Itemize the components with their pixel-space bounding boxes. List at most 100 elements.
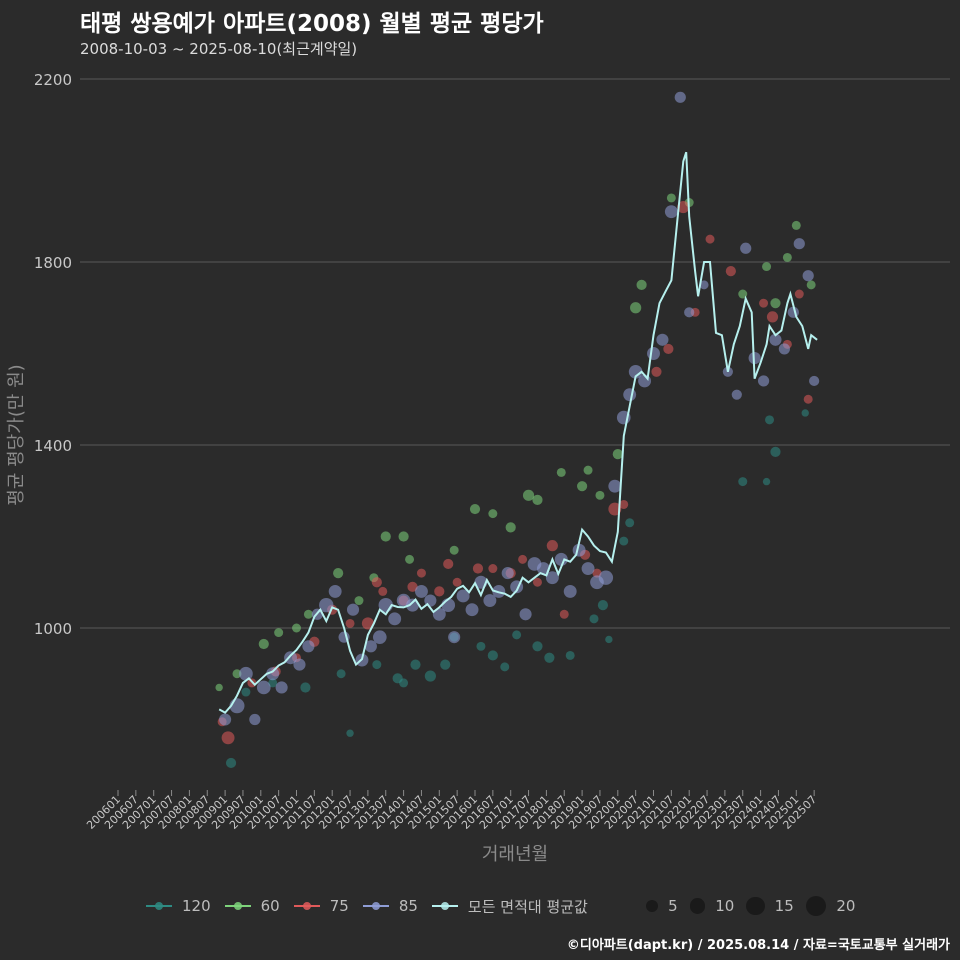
point-60 <box>532 494 543 505</box>
point-60 <box>577 481 588 492</box>
point-75 <box>452 577 462 587</box>
point-85 <box>256 680 271 695</box>
point-120 <box>597 600 609 611</box>
point-60 <box>333 568 344 579</box>
point-60 <box>636 279 647 290</box>
point-75 <box>472 563 484 574</box>
point-75 <box>677 201 690 214</box>
point-60 <box>303 609 313 619</box>
point-120 <box>440 659 451 670</box>
page-subtitle: 2008-10-03 ~ 2025-08-10(최근계약일) <box>80 40 358 58</box>
point-75 <box>434 586 445 597</box>
legend-swatch <box>146 896 172 916</box>
legend-swatch <box>293 896 320 916</box>
point-85 <box>346 603 360 616</box>
point-85 <box>302 640 315 653</box>
y-axis: 1000 1400 1800 2200 <box>34 71 72 638</box>
point-60 <box>666 193 676 203</box>
point-120 <box>738 477 748 487</box>
point-120 <box>500 662 510 672</box>
average-line <box>218 151 818 714</box>
legend-swatch <box>362 896 389 916</box>
point-120 <box>410 659 421 670</box>
point-75 <box>416 568 426 578</box>
point-60 <box>380 531 391 542</box>
legend-swatch <box>224 896 251 916</box>
point-120 <box>565 650 575 660</box>
point-85 <box>328 584 342 598</box>
point-85 <box>406 598 419 612</box>
legend-label: 75 <box>329 897 349 915</box>
point-120 <box>487 650 498 661</box>
point-120 <box>770 446 781 457</box>
point-85 <box>699 280 709 290</box>
point-60 <box>215 683 223 692</box>
legend-item: 75 <box>293 896 349 916</box>
point-85 <box>456 589 470 603</box>
size-legend-dot <box>805 895 827 917</box>
point-120 <box>619 536 629 546</box>
legend-label: 120 <box>182 897 211 915</box>
point-120 <box>765 415 775 425</box>
size-legend-label: 20 <box>836 897 856 915</box>
point-120 <box>512 630 522 640</box>
point-120 <box>241 687 251 697</box>
point-85 <box>501 567 514 580</box>
point-120 <box>605 635 613 644</box>
point-85 <box>448 631 461 644</box>
average-series-line <box>218 151 818 714</box>
point-120 <box>268 678 278 688</box>
point-85 <box>656 333 669 346</box>
point-60 <box>505 522 516 533</box>
point-75 <box>803 394 813 404</box>
point-75 <box>488 564 498 574</box>
point-60 <box>762 262 772 272</box>
legend-label: 60 <box>260 897 280 915</box>
grid-lines <box>80 78 950 629</box>
point-120 <box>372 660 382 670</box>
y-tick-label: 1000 <box>34 620 72 638</box>
size-legend-item: 20 <box>805 895 856 917</box>
point-120 <box>346 729 354 737</box>
point-120 <box>625 518 635 528</box>
point-85 <box>628 364 643 379</box>
point-85 <box>249 713 261 726</box>
y-tick-label: 1800 <box>34 254 72 272</box>
legend-item: 85 <box>362 896 418 916</box>
point-85 <box>545 571 559 585</box>
point-60 <box>583 465 593 475</box>
footer-credit: ©디아파트(dapt.kr) / 2025.08.14 / 자료=국토교통부 실… <box>566 938 950 953</box>
point-60 <box>258 638 269 650</box>
point-120 <box>336 669 346 679</box>
point-85 <box>519 608 532 621</box>
legend-series: 120 60 75 85 모든 면적대 평균값 <box>146 894 602 918</box>
point-120 <box>801 409 809 417</box>
point-85 <box>554 552 568 566</box>
point-120 <box>589 614 599 624</box>
point-60 <box>770 298 781 309</box>
point-85 <box>239 666 253 681</box>
point-60 <box>469 503 481 515</box>
point-85 <box>674 91 686 103</box>
point-85 <box>414 584 428 598</box>
size-legend-item: 10 <box>689 897 734 915</box>
size-legend-dot <box>646 899 659 913</box>
point-75 <box>546 540 558 552</box>
point-75 <box>378 586 388 596</box>
scatter-points <box>215 91 820 769</box>
point-75 <box>794 289 804 299</box>
point-85 <box>731 389 742 400</box>
point-85 <box>809 375 820 387</box>
point-60 <box>630 302 642 314</box>
point-85 <box>219 713 232 726</box>
y-axis-label: 평균 평당가(만 원) <box>6 364 27 505</box>
point-85 <box>536 562 550 575</box>
point-85 <box>664 205 678 219</box>
legend-item: 모든 면적대 평균값 <box>431 896 588 917</box>
point-85 <box>581 562 595 575</box>
point-60 <box>232 669 242 679</box>
point-85 <box>608 479 622 493</box>
point-120 <box>532 641 543 652</box>
point-85 <box>684 307 695 318</box>
x-axis-label: 거래년월 <box>482 844 548 865</box>
